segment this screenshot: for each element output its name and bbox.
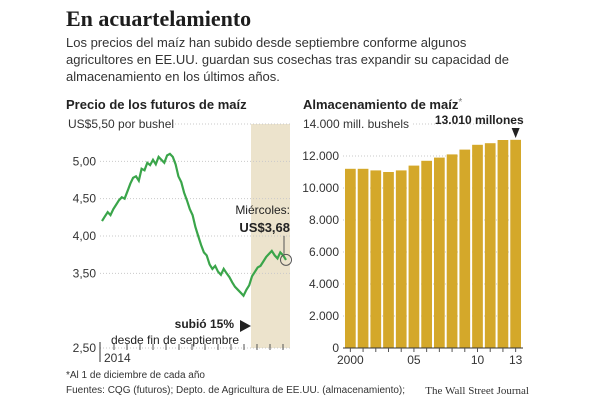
latest-price-marker [280,253,292,266]
storage-latest-value: 13.010 millones [435,113,524,127]
rise-arrow-icon [240,320,251,332]
bar-2012 [497,140,509,348]
footnote-sources: Fuentes: CQG (futuros); Depto. de Agricu… [66,385,406,396]
line-chart-title: Precio de los futuros de maíz [66,97,247,112]
bar-2009 [459,149,471,348]
page-title: En acuartelamiento [66,6,252,31]
bar-x-tick-label: 10 [471,353,485,367]
bar-y-tick-label: 8.000 [309,213,339,227]
bar-2010 [472,144,483,348]
bar-2003 [383,172,394,348]
line-y-tick-label: 4,00 [73,229,97,243]
bar-y-tick-label: 2.000 [309,309,339,323]
bar-y-tick-label: 10.000 [302,181,339,195]
subtitle: Los precios del maíz han subido desde se… [66,35,509,84]
line-y-tick-label: 3,50 [73,266,97,280]
line-unit-label: US$5,50 por bushel [68,117,174,131]
bar-y-tick-label: 6.000 [309,245,339,259]
bar-2004 [395,170,407,348]
latest-price-label: Miércoles: [235,203,290,217]
bar-2007 [434,157,445,348]
latest-price-value: US$3,68 [239,220,290,235]
bar-2000 [345,168,356,348]
line-y-tick-label: 2,50 [73,341,97,355]
rise-annotation-sub: desde fin de septiembre [111,333,239,347]
footnote-asterisk: *Al 1 de diciembre de cada año [66,370,205,381]
bar-y-tick-label: 4.000 [309,277,339,291]
line-y-tick-label: 5,00 [73,154,97,168]
bar-y-tick-label: 0 [332,341,339,355]
bar-x-tick-label: 05 [407,353,421,367]
bar-2005 [408,165,420,348]
bar-2011 [484,143,496,348]
bar-2006 [421,160,432,348]
footnote-credit: The Wall Street Journal [425,385,529,397]
bar-chart-title-text: Almacenamiento de maíz [303,97,459,112]
bar-2001 [357,168,369,348]
rise-annotation: subió 15% [175,317,235,331]
bar-chart-title: Almacenamiento de maíz* [303,97,462,112]
bar-2002 [370,170,382,348]
bar-2013 [510,139,521,348]
bar-x-tick-label: 13 [509,353,523,367]
storage-pointer-icon [511,128,520,138]
bar-chart-title-marker: * [458,97,463,108]
line-y-tick-label: 4,50 [73,192,97,206]
bar-2008 [446,154,458,348]
line-x-start-label: 2014 [104,351,131,365]
bar-y-tick-label: 12.000 [302,149,339,163]
corn-price-line [101,152,287,298]
bar-x-tick-label: 2000 [337,353,364,367]
bar-unit-label: 14.000 mill. bushels [303,117,409,131]
